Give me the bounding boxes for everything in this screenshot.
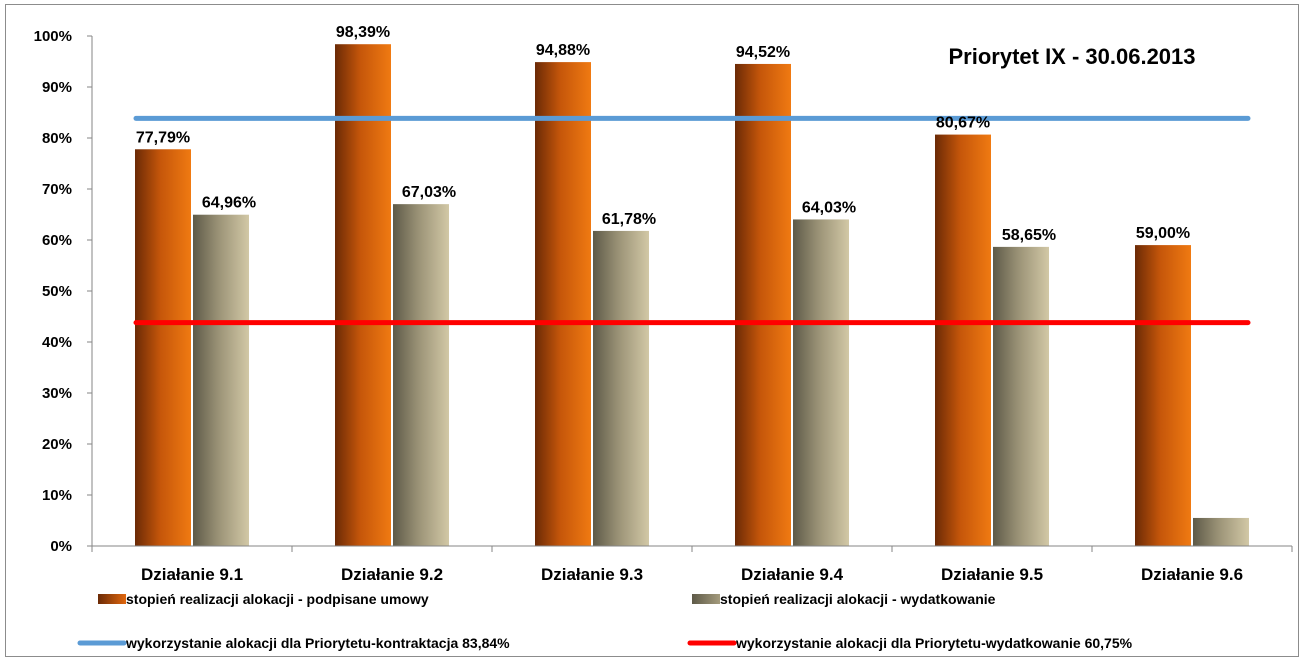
legend-label: wykorzystanie alokacji dla Priorytetu-wy… xyxy=(735,635,1133,651)
legend-item-wydatkowanie: stopień realizacji alokacji - wydatkowan… xyxy=(692,591,996,607)
bar-umowy xyxy=(535,62,591,546)
data-label: 64,96% xyxy=(202,195,256,212)
legend-swatch xyxy=(98,594,126,604)
legend-label: stopień realizacji alokacji - podpisane … xyxy=(126,591,429,607)
y-tick-label: 60% xyxy=(42,232,72,249)
legend: stopień realizacji alokacji - podpisane … xyxy=(77,591,1133,651)
y-tick-label: 0% xyxy=(50,538,72,555)
x-tick-label: Działanie 9.3 xyxy=(541,565,643,584)
data-labels: 77,79% 64,96% 98,39% 67,03% 94,88% 61,78% 94,5… xyxy=(136,24,1190,244)
bar-umowy xyxy=(335,44,391,546)
bars xyxy=(135,44,1249,547)
data-label: 61,78% xyxy=(602,211,656,228)
data-label: 94,88% xyxy=(536,42,590,59)
data-label: 80,67% xyxy=(936,115,990,132)
x-tick-label: Działanie 9.5 xyxy=(941,565,1043,584)
y-tick-label: 100% xyxy=(34,28,72,45)
y-tick-label: 20% xyxy=(42,436,72,453)
data-label: 67,03% xyxy=(402,184,456,201)
x-axis: Działanie 9.1 Działanie 9.2 Działanie 9.3 D… xyxy=(91,545,1293,584)
y-tick-label: 40% xyxy=(42,334,72,351)
data-label: 94,52% xyxy=(736,44,790,61)
legend-item-umowy: stopień realizacji alokacji - podpisane … xyxy=(98,591,429,607)
bar-wydatkowanie xyxy=(1193,517,1249,546)
data-label: 77,79% xyxy=(136,129,190,146)
x-tick-label: Działanie 9.1 xyxy=(141,565,243,584)
y-tick-label: 70% xyxy=(42,181,72,198)
y-tick-label: 10% xyxy=(42,487,72,504)
legend-label: wykorzystanie alokacji dla Priorytetu-ko… xyxy=(125,635,510,651)
legend-item-wydatkowanie-line: wykorzystanie alokacji dla Priorytetu-wy… xyxy=(687,635,1133,651)
data-label: 64,03% xyxy=(802,199,856,216)
bar-wydatkowanie xyxy=(993,246,1049,546)
x-tick-label: Działanie 9.6 xyxy=(1141,565,1243,584)
legend-label: stopień realizacji alokacji - wydatkowan… xyxy=(720,591,996,607)
chart-title: Priorytet IX - 30.06.2013 xyxy=(948,44,1195,69)
y-tick-label: 80% xyxy=(42,130,72,147)
x-tick-label: Działanie 9.4 xyxy=(741,565,844,584)
bar-wydatkowanie xyxy=(393,204,449,546)
reference-lines xyxy=(133,115,1251,326)
bar-umowy xyxy=(935,134,991,546)
x-tick-label: Działanie 9.2 xyxy=(341,565,443,584)
y-tick-label: 30% xyxy=(42,385,72,402)
y-axis: 0% 10% 20% 30% 40% 50% 60% 70% 80% 90% 100% xyxy=(34,28,93,555)
legend-item-kontraktacja: wykorzystanie alokacji dla Priorytetu-ko… xyxy=(77,635,510,651)
bar-umowy xyxy=(135,149,191,546)
bar-wydatkowanie xyxy=(793,219,849,546)
y-tick-label: 90% xyxy=(42,79,72,96)
bar-umowy xyxy=(735,63,791,547)
y-tick-label: 50% xyxy=(42,283,72,300)
data-label: 98,39% xyxy=(336,24,390,41)
bar-wydatkowanie xyxy=(193,214,249,547)
data-label: 58,65% xyxy=(1002,227,1056,244)
legend-swatch xyxy=(692,594,720,604)
data-label: 59,00% xyxy=(1136,225,1190,242)
bar-umowy xyxy=(1135,245,1191,546)
bar-wydatkowanie xyxy=(593,230,649,546)
